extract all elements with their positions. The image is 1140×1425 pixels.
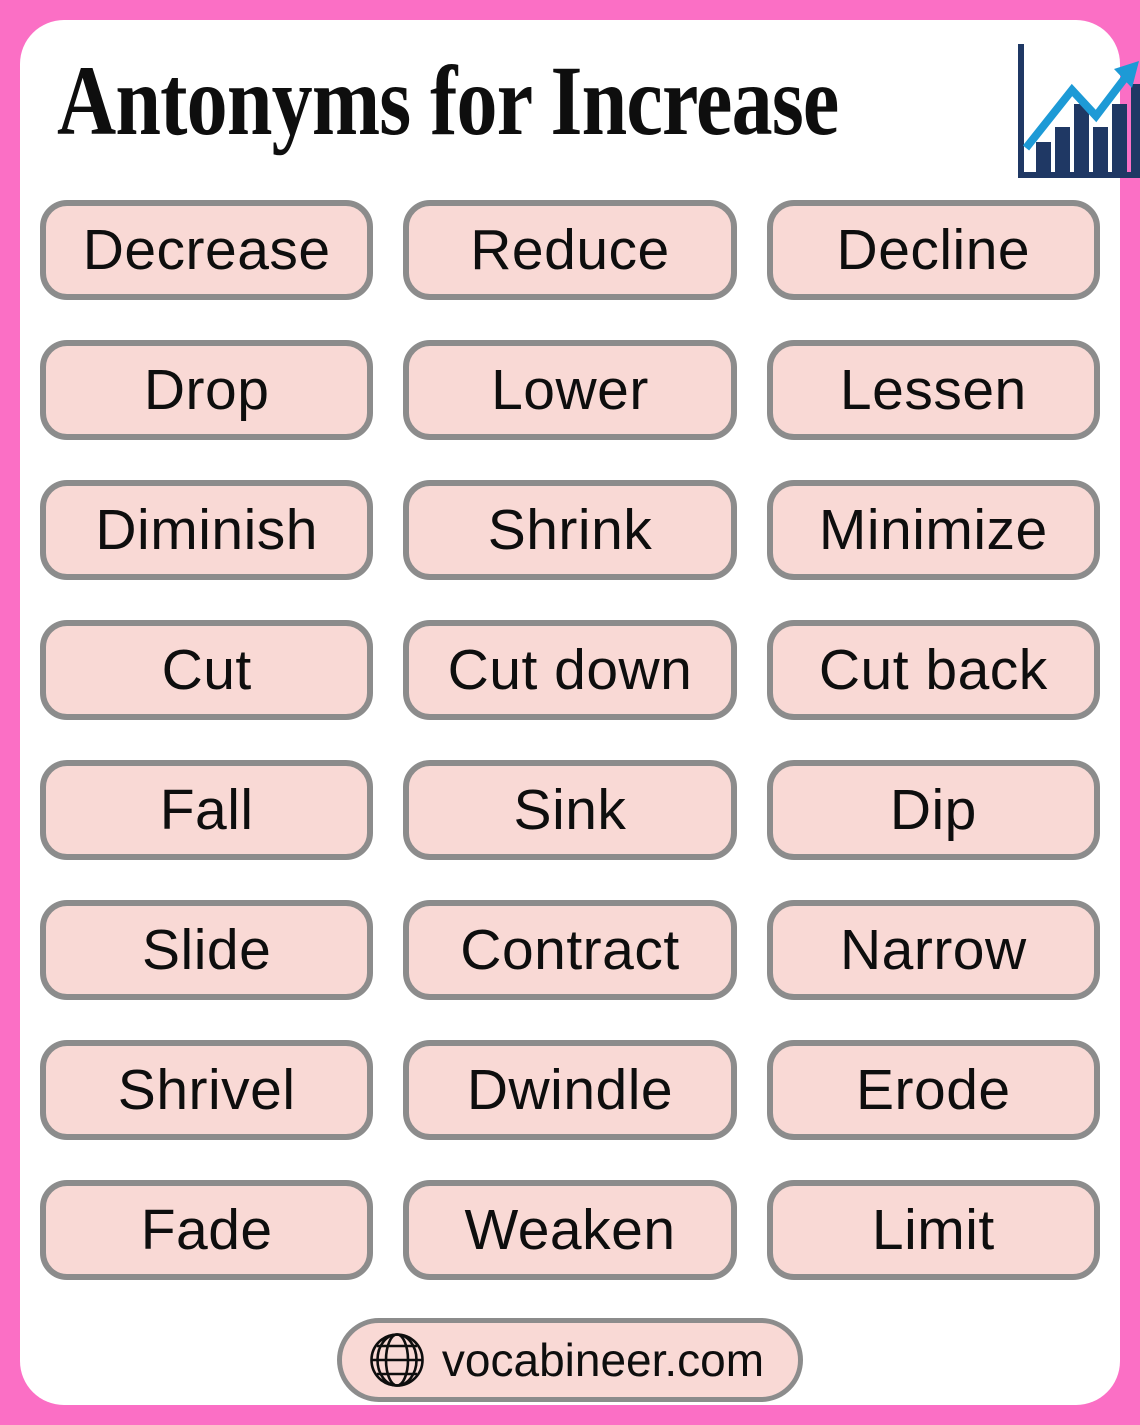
globe-icon [368, 1331, 426, 1389]
word-pill: Shrink [403, 480, 737, 580]
footer-row: vocabineer.com [33, 1318, 1107, 1402]
website-label: vocabineer.com [441, 1334, 765, 1386]
word-pill: Cut down [403, 620, 737, 720]
words-grid: Decrease Reduce Decline Drop Lower Lessen Dimi… [40, 200, 1100, 1280]
word-pill: Dwindle [403, 1040, 737, 1140]
word-pill: Decrease [40, 200, 374, 300]
word-pill: Slide [40, 900, 374, 1000]
word-pill: Cut [40, 620, 374, 720]
poster-card: Antonyms for Increase [20, 20, 1140, 1405]
page-title: Antonyms for Increase [57, 45, 839, 156]
word-pill: Decline [766, 200, 1100, 300]
word-pill: Reduce [403, 200, 737, 300]
header: Antonyms for Increase [33, 44, 1140, 200]
word-pill: Contract [403, 900, 737, 1000]
word-pill: Narrow [766, 900, 1100, 1000]
word-pill: Dip [766, 760, 1100, 860]
word-pill: Minimize [766, 480, 1100, 580]
word-pill: Lessen [766, 340, 1100, 440]
word-pill: Diminish [40, 480, 374, 580]
word-pill: Weaken [403, 1180, 737, 1280]
word-pill: Cut back [766, 620, 1100, 720]
word-pill: Drop [40, 340, 374, 440]
word-pill: Erode [766, 1040, 1100, 1140]
word-pill: Fade [40, 1180, 374, 1280]
bar-chart-rising-icon [1010, 40, 1140, 187]
footer-pill: vocabineer.com [336, 1318, 804, 1402]
word-pill: Sink [403, 760, 737, 860]
word-pill: Lower [403, 340, 737, 440]
word-pill: Shrivel [40, 1040, 374, 1140]
word-pill: Fall [40, 760, 374, 860]
word-pill: Limit [766, 1180, 1100, 1280]
